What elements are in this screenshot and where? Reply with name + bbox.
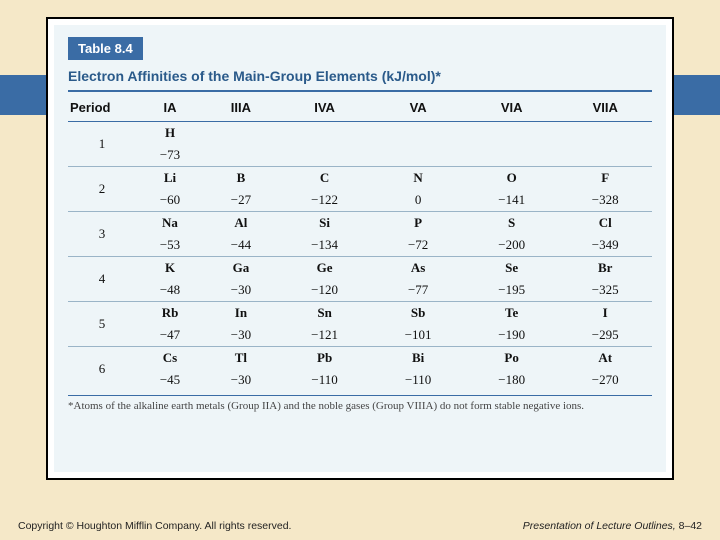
period-number: 1: [68, 122, 136, 167]
element-symbol: Rb: [136, 302, 204, 325]
ea-value: −45: [136, 369, 204, 391]
table-title: Electron Affinities of the Main-Group El…: [68, 68, 652, 90]
ea-value: −180: [465, 369, 559, 391]
element-symbol: Po: [465, 347, 559, 370]
table-head: Period IA IIIA IVA VA VIA VIIA: [68, 96, 652, 122]
ea-value: 0: [371, 189, 465, 212]
ea-value: −328: [558, 189, 652, 212]
element-symbol: H: [136, 122, 204, 145]
ea-value: −122: [278, 189, 372, 212]
ea-value: −190: [465, 324, 559, 347]
ea-value: −73: [136, 144, 204, 167]
element-symbol: Sb: [371, 302, 465, 325]
ea-value: −110: [278, 369, 372, 391]
ea-value: −30: [204, 324, 278, 347]
copyright-text: Copyright © Houghton Mifflin Company. Al…: [18, 520, 291, 532]
ea-value: −44: [204, 234, 278, 257]
ea-value: [371, 144, 465, 167]
ea-value: [465, 144, 559, 167]
element-symbol: C: [278, 167, 372, 190]
ea-value: −200: [465, 234, 559, 257]
ea-value: −195: [465, 279, 559, 302]
ea-value: −134: [278, 234, 372, 257]
element-symbol: Al: [204, 212, 278, 235]
electron-affinity-table: Period IA IIIA IVA VA VIA VIIA 1H−732LiB…: [68, 96, 652, 391]
element-symbol: B: [204, 167, 278, 190]
ea-value: [278, 144, 372, 167]
ea-value: −141: [465, 189, 559, 212]
element-symbol: Bi: [371, 347, 465, 370]
element-symbol: Ge: [278, 257, 372, 280]
element-symbol: Ga: [204, 257, 278, 280]
element-symbol: Cs: [136, 347, 204, 370]
element-symbol: I: [558, 302, 652, 325]
period-number: 5: [68, 302, 136, 347]
table-body: 1H−732LiBCNOF−60−27−1220−141−3283NaAlSiP…: [68, 122, 652, 392]
element-symbol: At: [558, 347, 652, 370]
footer-right: Presentation of Lecture Outlines, 8–42: [523, 520, 702, 532]
period-number: 4: [68, 257, 136, 302]
table-footnote: *Atoms of the alkaline earth metals (Gro…: [68, 396, 652, 412]
element-symbol: Pb: [278, 347, 372, 370]
ea-value: −53: [136, 234, 204, 257]
ea-value: −270: [558, 369, 652, 391]
element-symbol: Tl: [204, 347, 278, 370]
element-symbol: Na: [136, 212, 204, 235]
ea-value: −325: [558, 279, 652, 302]
element-symbol: [371, 122, 465, 145]
element-symbol: O: [465, 167, 559, 190]
ea-value: −72: [371, 234, 465, 257]
element-symbol: Se: [465, 257, 559, 280]
ea-value: −47: [136, 324, 204, 347]
element-symbol: [278, 122, 372, 145]
ea-value: −30: [204, 369, 278, 391]
element-symbol: As: [371, 257, 465, 280]
ea-value: −101: [371, 324, 465, 347]
element-symbol: S: [465, 212, 559, 235]
ea-value: [204, 144, 278, 167]
col-va: VA: [371, 96, 465, 122]
col-viia: VIIA: [558, 96, 652, 122]
element-symbol: [465, 122, 559, 145]
table-frame: Table 8.4 Electron Affinities of the Mai…: [46, 17, 674, 480]
element-symbol: Li: [136, 167, 204, 190]
ea-value: −121: [278, 324, 372, 347]
table-badge: Table 8.4: [68, 37, 143, 60]
col-via: VIA: [465, 96, 559, 122]
element-symbol: Sn: [278, 302, 372, 325]
ea-value: −48: [136, 279, 204, 302]
col-period: Period: [68, 96, 136, 122]
ea-value: −120: [278, 279, 372, 302]
ea-value: −30: [204, 279, 278, 302]
element-symbol: [204, 122, 278, 145]
slide-footer: Copyright © Houghton Mifflin Company. Al…: [0, 520, 720, 532]
element-symbol: N: [371, 167, 465, 190]
element-symbol: P: [371, 212, 465, 235]
element-symbol: In: [204, 302, 278, 325]
footer-page-num: 8–42: [679, 520, 702, 532]
ea-value: −349: [558, 234, 652, 257]
period-number: 6: [68, 347, 136, 392]
ea-value: −295: [558, 324, 652, 347]
element-symbol: K: [136, 257, 204, 280]
col-iiia: IIIA: [204, 96, 278, 122]
element-symbol: Te: [465, 302, 559, 325]
element-symbol: Cl: [558, 212, 652, 235]
element-symbol: [558, 122, 652, 145]
element-symbol: Si: [278, 212, 372, 235]
element-symbol: Br: [558, 257, 652, 280]
ea-value: −77: [371, 279, 465, 302]
ea-value: −27: [204, 189, 278, 212]
period-number: 2: [68, 167, 136, 212]
col-ia: IA: [136, 96, 204, 122]
element-symbol: F: [558, 167, 652, 190]
period-number: 3: [68, 212, 136, 257]
table-panel: Table 8.4 Electron Affinities of the Mai…: [54, 25, 666, 472]
title-rule: [68, 90, 652, 92]
col-iva: IVA: [278, 96, 372, 122]
ea-value: [558, 144, 652, 167]
footer-prefix: Presentation of Lecture Outlines,: [523, 520, 679, 532]
ea-value: −110: [371, 369, 465, 391]
ea-value: −60: [136, 189, 204, 212]
